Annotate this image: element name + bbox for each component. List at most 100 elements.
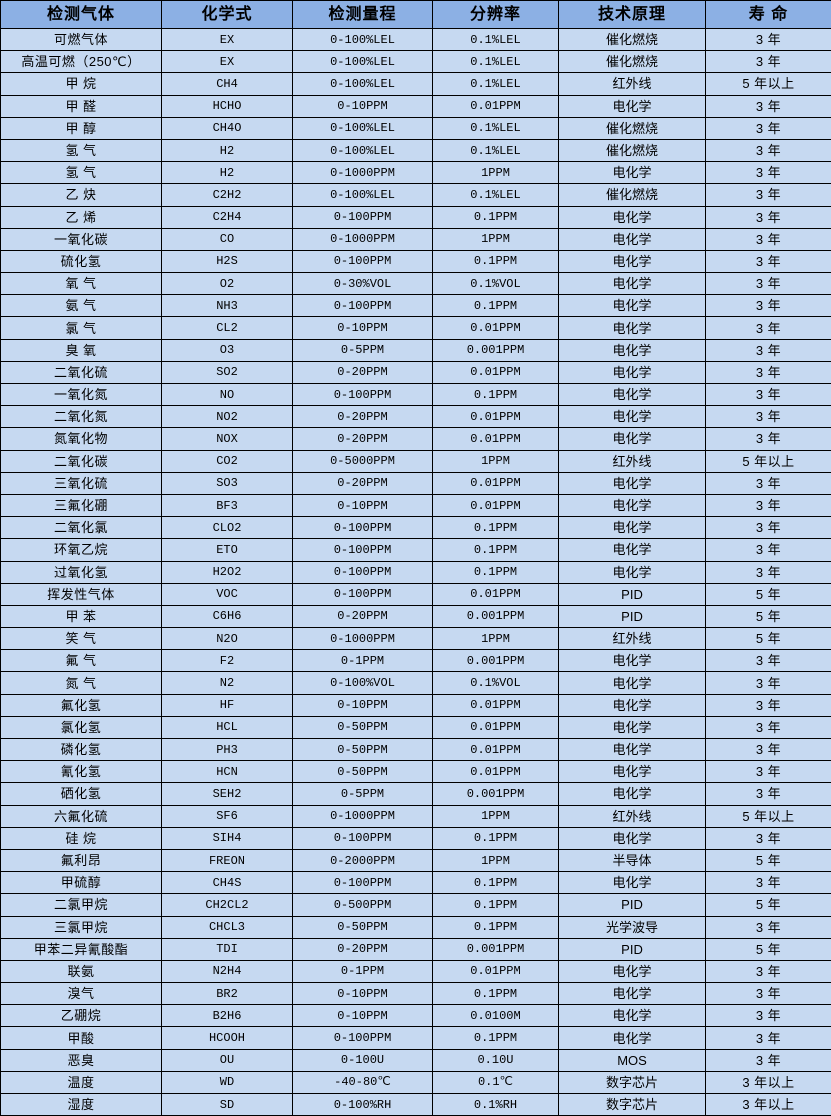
cell-formula: HCN — [162, 761, 293, 783]
cell-life: 3 年 — [706, 916, 831, 938]
cell-principle: 数字芯片 — [559, 1094, 706, 1116]
cell-resolution: 0.001PPM — [433, 938, 559, 960]
cell-principle: 催化燃烧 — [559, 117, 706, 139]
cell-life: 3 年 — [706, 783, 831, 805]
cell-range: 0-100PPM — [293, 827, 433, 849]
cell-resolution: 1PPM — [433, 849, 559, 871]
cell-formula: H2 — [162, 139, 293, 161]
cell-formula: CL2 — [162, 317, 293, 339]
cell-gas: 高温可燃（250℃） — [1, 51, 162, 73]
cell-gas: 环氧乙烷 — [1, 539, 162, 561]
cell-gas: 甲酸 — [1, 1027, 162, 1049]
cell-range: 0-5PPM — [293, 339, 433, 361]
cell-range: 0-20PPM — [293, 472, 433, 494]
cell-formula: N2H4 — [162, 960, 293, 982]
cell-range: 0-2000PPM — [293, 849, 433, 871]
cell-formula: SF6 — [162, 805, 293, 827]
cell-life: 5 年 — [706, 849, 831, 871]
table-header-row: 检测气体 化学式 检测量程 分辨率 技术原理 寿 命 — [1, 1, 831, 29]
cell-life: 3 年 — [706, 139, 831, 161]
cell-resolution: 0.1%LEL — [433, 51, 559, 73]
cell-resolution: 0.01PPM — [433, 583, 559, 605]
cell-life: 3 年 — [706, 428, 831, 450]
cell-life: 3 年 — [706, 494, 831, 516]
cell-formula: SEH2 — [162, 783, 293, 805]
cell-resolution: 1PPM — [433, 450, 559, 472]
cell-principle: MOS — [559, 1049, 706, 1071]
cell-resolution: 0.001PPM — [433, 605, 559, 627]
cell-range: 0-100%VOL — [293, 672, 433, 694]
cell-resolution: 0.01PPM — [433, 406, 559, 428]
cell-formula: EX — [162, 51, 293, 73]
cell-gas: 氧 气 — [1, 273, 162, 295]
cell-formula: EX — [162, 29, 293, 51]
cell-range: 0-100PPM — [293, 561, 433, 583]
cell-range: 0-20PPM — [293, 428, 433, 450]
cell-gas: 氨 气 — [1, 295, 162, 317]
cell-formula: HCL — [162, 716, 293, 738]
cell-life: 3 年 — [706, 206, 831, 228]
cell-gas: 一氧化氮 — [1, 384, 162, 406]
cell-principle: 电化学 — [559, 361, 706, 383]
cell-range: 0-20PPM — [293, 361, 433, 383]
cell-resolution: 1PPM — [433, 228, 559, 250]
cell-life: 5 年 — [706, 628, 831, 650]
cell-resolution: 0.1%LEL — [433, 139, 559, 161]
cell-gas: 氮氧化物 — [1, 428, 162, 450]
cell-range: 0-100PPM — [293, 872, 433, 894]
cell-formula: H2 — [162, 162, 293, 184]
cell-formula: HCOOH — [162, 1027, 293, 1049]
cell-resolution: 0.01PPM — [433, 716, 559, 738]
cell-resolution: 0.1PPM — [433, 250, 559, 272]
cell-formula: SO2 — [162, 361, 293, 383]
cell-principle: 电化学 — [559, 872, 706, 894]
cell-resolution: 0.1%LEL — [433, 73, 559, 95]
cell-gas: 甲 烷 — [1, 73, 162, 95]
cell-formula: NO — [162, 384, 293, 406]
cell-life: 5 年 — [706, 583, 831, 605]
cell-resolution: 0.1PPM — [433, 539, 559, 561]
cell-formula: N2O — [162, 628, 293, 650]
column-header-formula: 化学式 — [162, 1, 293, 29]
cell-life: 3 年 — [706, 517, 831, 539]
cell-gas: 甲硫醇 — [1, 872, 162, 894]
cell-range: 0-5000PPM — [293, 450, 433, 472]
cell-life: 5 年 — [706, 938, 831, 960]
cell-resolution: 0.01PPM — [433, 361, 559, 383]
cell-resolution: 0.001PPM — [433, 339, 559, 361]
cell-range: 0-1000PPM — [293, 162, 433, 184]
cell-resolution: 0.1PPM — [433, 894, 559, 916]
cell-principle: 电化学 — [559, 672, 706, 694]
cell-range: 0-500PPM — [293, 894, 433, 916]
cell-principle: 电化学 — [559, 694, 706, 716]
cell-life: 3 年 — [706, 872, 831, 894]
cell-formula: NO2 — [162, 406, 293, 428]
cell-formula: CH2CL2 — [162, 894, 293, 916]
cell-formula: H2S — [162, 250, 293, 272]
cell-gas: 联氨 — [1, 960, 162, 982]
cell-life: 5 年 — [706, 605, 831, 627]
column-header-life: 寿 命 — [706, 1, 831, 29]
cell-resolution: 0.1PPM — [433, 1027, 559, 1049]
cell-formula: CO2 — [162, 450, 293, 472]
cell-formula: SO3 — [162, 472, 293, 494]
cell-gas: 乙硼烷 — [1, 1005, 162, 1027]
cell-range: 0-20PPM — [293, 605, 433, 627]
cell-principle: 催化燃烧 — [559, 184, 706, 206]
cell-resolution: 1PPM — [433, 628, 559, 650]
cell-principle: 电化学 — [559, 1027, 706, 1049]
cell-formula: SIH4 — [162, 827, 293, 849]
